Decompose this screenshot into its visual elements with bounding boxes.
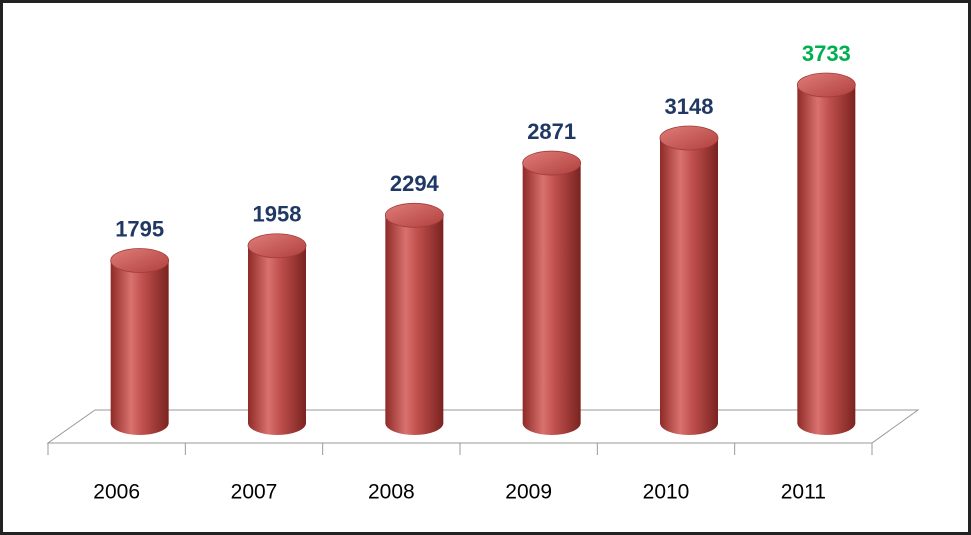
- x-tick-label: 2007: [231, 481, 278, 504]
- data-label: 1958: [253, 202, 302, 227]
- bar-part: [110, 248, 170, 273]
- bar-part: [797, 85, 856, 435]
- x-tick-label: 2009: [505, 481, 552, 504]
- data-label: 2871: [527, 119, 576, 144]
- bar: [522, 150, 582, 435]
- data-label: 1795: [115, 216, 164, 241]
- bar-part: [384, 202, 444, 228]
- x-tick-label: 2008: [368, 481, 415, 504]
- bar-part: [248, 245, 306, 435]
- bar-part: [385, 215, 444, 435]
- bar: [796, 72, 856, 435]
- bar-part: [110, 260, 169, 436]
- bar: [659, 125, 719, 435]
- x-tick-label: 2011: [781, 481, 826, 504]
- bar: [384, 202, 444, 435]
- x-tick-label: 2010: [643, 481, 690, 504]
- bar-part: [522, 150, 582, 176]
- data-label: 3733: [802, 41, 851, 66]
- bar-part: [522, 163, 581, 435]
- bar-part: [247, 233, 307, 259]
- bar: [110, 248, 170, 436]
- bar-part: [659, 125, 719, 151]
- bar-part: [660, 137, 718, 435]
- bar-part: [796, 72, 856, 98]
- bar: [247, 233, 307, 435]
- x-tick-label: 2006: [93, 481, 140, 504]
- data-label: 3148: [665, 94, 714, 119]
- data-label: 2294: [390, 171, 440, 196]
